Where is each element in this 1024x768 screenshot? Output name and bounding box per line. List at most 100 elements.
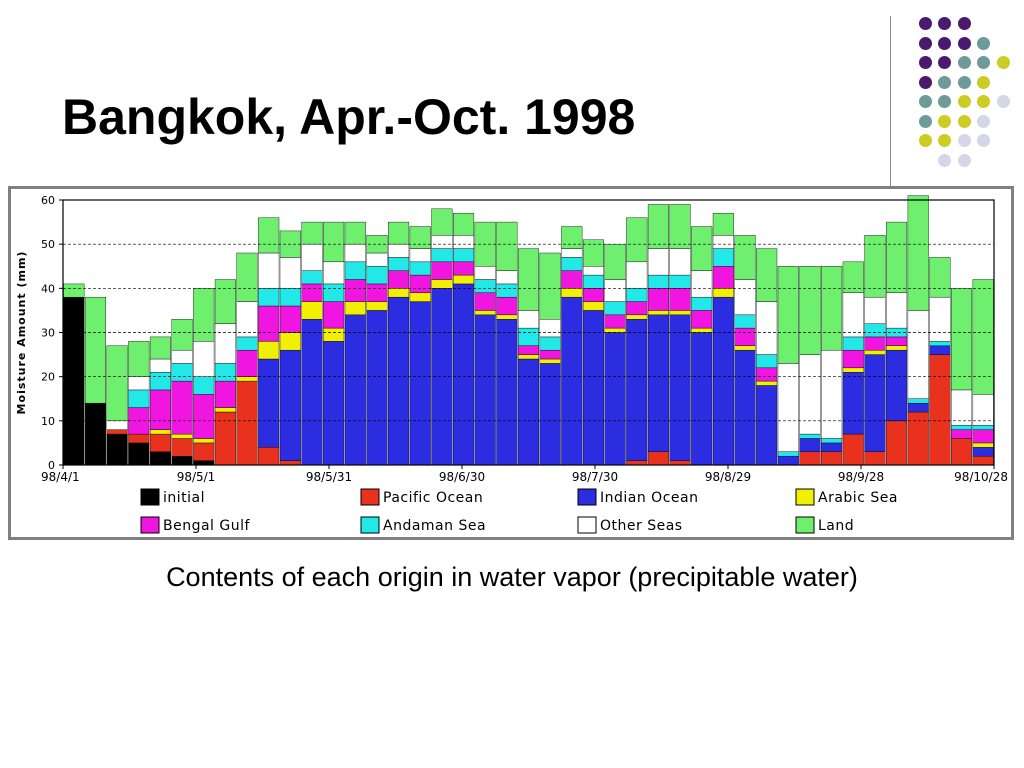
y-tick-label: 10 (41, 415, 55, 428)
bar-segment (972, 425, 994, 430)
x-tick-label: 98/6/30 (439, 470, 485, 484)
decor-dot (938, 17, 951, 30)
bar-segment (539, 336, 561, 351)
bar-segment (171, 455, 193, 466)
bar-segment (517, 345, 540, 355)
bar-segment (799, 266, 821, 355)
bar-segment (647, 248, 669, 276)
bar-segment (301, 319, 323, 466)
bar-segment (886, 349, 908, 422)
bar-segment (517, 358, 540, 466)
bar-segment (821, 442, 843, 452)
bar-segment (626, 460, 648, 466)
y-tick-label: 50 (41, 238, 55, 251)
bar-segment (669, 314, 691, 461)
bar-segment (777, 266, 799, 364)
legend-label: Bengal Gulf (163, 518, 251, 534)
bar-segment (236, 301, 258, 338)
decorative-dot-grid (0, 0, 1024, 180)
bar-segment (929, 354, 951, 466)
bar-segment (561, 226, 583, 249)
bar-segment (388, 243, 410, 258)
bar-segment (214, 323, 236, 364)
bar-segment (842, 292, 864, 338)
bar-segment (323, 221, 345, 263)
bar-segment (171, 433, 193, 439)
decor-dot (918, 75, 932, 89)
bar-segment (647, 451, 669, 466)
bar-segment (323, 261, 345, 285)
decor-dot (996, 56, 1010, 69)
bar-segment (539, 319, 561, 338)
bar-segment (193, 394, 215, 439)
bar-segment (669, 248, 691, 276)
bar-segment (236, 376, 258, 382)
bar-segment (474, 279, 496, 293)
bar-segment (626, 288, 648, 302)
y-tick-label: 30 (41, 327, 55, 340)
bar-segment (214, 407, 236, 413)
bar-segment (149, 358, 171, 373)
bar-segment (366, 310, 388, 466)
legend-label: Pacific Ocean (383, 490, 483, 506)
bar-segment (431, 208, 453, 236)
bar-segment (691, 327, 713, 333)
legend-swatch (795, 516, 815, 534)
bar-segment (474, 314, 496, 466)
bar-segment (539, 363, 561, 466)
bar-segment (214, 380, 236, 408)
bar-segment (626, 301, 648, 316)
bar-segment (756, 385, 778, 466)
bar-segment (734, 235, 756, 280)
bar-segment (171, 438, 193, 457)
y-tick-label: 60 (41, 194, 55, 207)
bar-segment (886, 345, 908, 351)
bar-segment (149, 336, 171, 360)
bar-segment (106, 429, 128, 435)
bar-segment (63, 283, 85, 298)
bar-segment (712, 213, 734, 236)
bar-segment (907, 411, 929, 466)
bar-segment (193, 376, 215, 395)
bar-segment (496, 270, 518, 285)
bar-segment (301, 221, 323, 245)
decor-dot (977, 56, 990, 69)
decor-dot (918, 114, 932, 128)
bar-segment (431, 279, 453, 289)
decor-dot (938, 114, 951, 128)
bar-segment (842, 367, 864, 373)
bar-segment (171, 380, 193, 435)
bar-segment (258, 447, 280, 466)
bar-segment (972, 455, 994, 466)
bar-segment (388, 296, 410, 466)
decor-dot (977, 95, 990, 108)
legend-label: initial (163, 490, 205, 506)
bar-segment (149, 451, 171, 466)
bar-segment (842, 349, 864, 369)
bar-segment (366, 283, 388, 302)
bar-segment (279, 460, 301, 466)
bar-segment (972, 279, 994, 395)
bar-segment (214, 411, 236, 466)
bar-segment (193, 288, 215, 342)
bar-segment (647, 314, 669, 452)
bar-segment (496, 296, 518, 316)
bar-segment (453, 274, 475, 285)
decor-dot (938, 36, 951, 50)
decor-dot (938, 95, 951, 108)
bar-segment (626, 217, 648, 263)
bar-segment (193, 438, 215, 444)
bar-segment (409, 274, 431, 293)
decor-dot (918, 17, 932, 30)
bar-segment (106, 433, 128, 466)
bar-segment (388, 221, 410, 245)
legend-swatch (140, 516, 160, 534)
bar-segment (496, 319, 518, 466)
bar-segment (669, 274, 691, 289)
bar-segment (864, 235, 886, 298)
bar-segment (864, 349, 886, 355)
bar-segment (236, 252, 258, 302)
bar-segment (366, 266, 388, 285)
bar-segment (777, 451, 799, 457)
bar-segment (951, 288, 973, 391)
